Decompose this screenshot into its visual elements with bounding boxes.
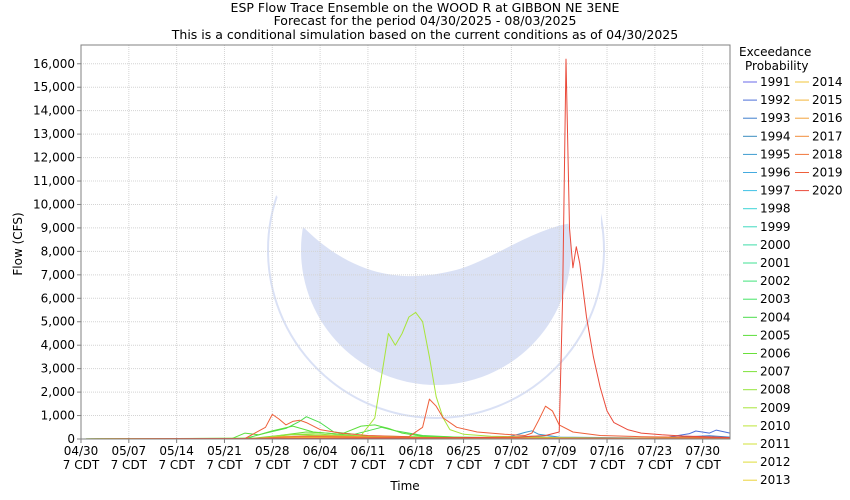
y-tick-label: 10,000 <box>33 197 75 211</box>
legend-label-2011: 2011 <box>760 437 791 451</box>
legend-label-1999: 1999 <box>760 220 791 234</box>
x-tick-label-time: 7 CDT <box>398 458 435 472</box>
y-tick-label: 13,000 <box>33 127 75 141</box>
svg-text:NOAA: NOAA <box>343 144 529 212</box>
x-tick-label-date: 07/30 <box>685 444 720 458</box>
legend-label-1993: 1993 <box>760 111 791 125</box>
chart-subtitle-line-3: This is a conditional simulation based o… <box>171 27 678 42</box>
x-tick-label-time: 7 CDT <box>493 458 530 472</box>
legend-label-2016: 2016 <box>812 111 843 125</box>
y-tick-label: 1,000 <box>41 409 75 423</box>
y-tick-label: 7,000 <box>41 268 75 282</box>
x-tick-label-time: 7 CDT <box>684 458 721 472</box>
legend-label-2000: 2000 <box>760 238 791 252</box>
y-tick-label: 2,000 <box>41 385 75 399</box>
y-tick-label: 5,000 <box>41 315 75 329</box>
legend-label-2004: 2004 <box>760 310 791 324</box>
x-tick-label-time: 7 CDT <box>302 458 339 472</box>
legend-label-2010: 2010 <box>760 419 791 433</box>
y-tick-label: 6,000 <box>41 291 75 305</box>
legend-label-2014: 2014 <box>812 75 843 89</box>
x-tick-label-time: 7 CDT <box>158 458 195 472</box>
legend-title-line-2: Probability <box>745 59 808 73</box>
legend-label-2003: 2003 <box>760 292 791 306</box>
x-tick-label-date: 07/02 <box>494 444 529 458</box>
y-tick-label: 16,000 <box>33 57 75 71</box>
x-tick-label-time: 7 CDT <box>63 458 100 472</box>
y-tick-label: 11,000 <box>33 174 75 188</box>
legend-label-1991: 1991 <box>760 75 791 89</box>
legend-label-2018: 2018 <box>812 147 843 161</box>
legend-label-2007: 2007 <box>760 365 791 379</box>
x-tick-label-date: 07/09 <box>542 444 577 458</box>
legend-label-1992: 1992 <box>760 93 791 107</box>
x-tick-label-date: 06/04 <box>303 444 338 458</box>
legend-items: 1991 1992 1993 1994 1995 1996 1997 1998 1999 2000… <box>743 75 843 487</box>
x-tick-label-time: 7 CDT <box>254 458 291 472</box>
legend-label-2013: 2013 <box>760 473 791 487</box>
legend-label-1997: 1997 <box>760 184 791 198</box>
legend-label-2006: 2006 <box>760 347 791 361</box>
legend-label-2008: 2008 <box>760 383 791 397</box>
legend-title-line-1: Exceedance <box>739 45 811 59</box>
legend-label-2012: 2012 <box>760 455 791 469</box>
y-tick-label: 14,000 <box>33 104 75 118</box>
y-tick-label: 0 <box>67 432 75 446</box>
x-tick-label-time: 7 CDT <box>541 458 578 472</box>
y-tick-label: 12,000 <box>33 151 75 165</box>
x-tick-label-time: 7 CDT <box>111 458 148 472</box>
legend-label-2005: 2005 <box>760 328 791 342</box>
legend-label-1995: 1995 <box>760 147 791 161</box>
y-tick-label: 15,000 <box>33 80 75 94</box>
plot-area: NOAA <box>80 44 731 440</box>
series-line-2020 <box>80 58 731 440</box>
x-tick-label-date: 06/11 <box>351 444 386 458</box>
legend-label-2002: 2002 <box>760 274 791 288</box>
x-tick-label-date: 06/18 <box>398 444 433 458</box>
legend-label-2017: 2017 <box>812 129 843 143</box>
chart-title: ESP Flow Trace Ensemble on the WOOD R at… <box>171 0 678 42</box>
x-tick-label-date: 04/30 <box>64 444 99 458</box>
legend-label-2020: 2020 <box>812 184 843 198</box>
chart-title-line-1: ESP Flow Trace Ensemble on the WOOD R at… <box>231 0 620 15</box>
x-tick-label-date: 05/28 <box>255 444 290 458</box>
legend-label-2019: 2019 <box>812 166 843 180</box>
x-tick-label-date: 07/16 <box>590 444 625 458</box>
x-tick-label-date: 05/21 <box>207 444 242 458</box>
x-tick-label-time: 7 CDT <box>445 458 482 472</box>
x-tick-label-date: 06/25 <box>446 444 481 458</box>
x-tick-label-date: 05/07 <box>112 444 147 458</box>
x-axis-label: Time <box>389 479 419 493</box>
noaa-logo-watermark: NOAA <box>267 80 605 419</box>
chart-subtitle-line-2: Forecast for the period 04/30/2025 - 08/… <box>274 13 577 28</box>
x-tick-label-time: 7 CDT <box>206 458 243 472</box>
x-tick-label-time: 7 CDT <box>637 458 674 472</box>
y-tick-label: 3,000 <box>41 362 75 376</box>
x-tick-label-time: 7 CDT <box>589 458 626 472</box>
grid-lines <box>80 45 730 440</box>
legend: Exceedance Probability 19911992199319941… <box>739 45 843 487</box>
y-tick-label: 8,000 <box>41 244 75 258</box>
series-line-2009 <box>80 311 731 440</box>
y-tick-label: 9,000 <box>41 221 75 235</box>
x-tick-label-date: 05/14 <box>159 444 194 458</box>
y-axis-ticks: 0 1,000 2,000 3,000 4,000 5,000 6,000 7,000 8,00… <box>33 57 81 446</box>
legend-label-2015: 2015 <box>812 93 843 107</box>
legend-label-2001: 2001 <box>760 256 791 270</box>
legend-label-2009: 2009 <box>760 401 791 415</box>
x-tick-label-date: 07/23 <box>638 444 673 458</box>
x-tick-label-time: 7 CDT <box>350 458 387 472</box>
plot-border <box>80 44 731 440</box>
y-axis-label: Flow (CFS) <box>11 212 25 275</box>
legend-label-1994: 1994 <box>760 129 791 143</box>
legend-label-1996: 1996 <box>760 166 791 180</box>
legend-label-1998: 1998 <box>760 202 791 216</box>
y-tick-label: 4,000 <box>41 338 75 352</box>
